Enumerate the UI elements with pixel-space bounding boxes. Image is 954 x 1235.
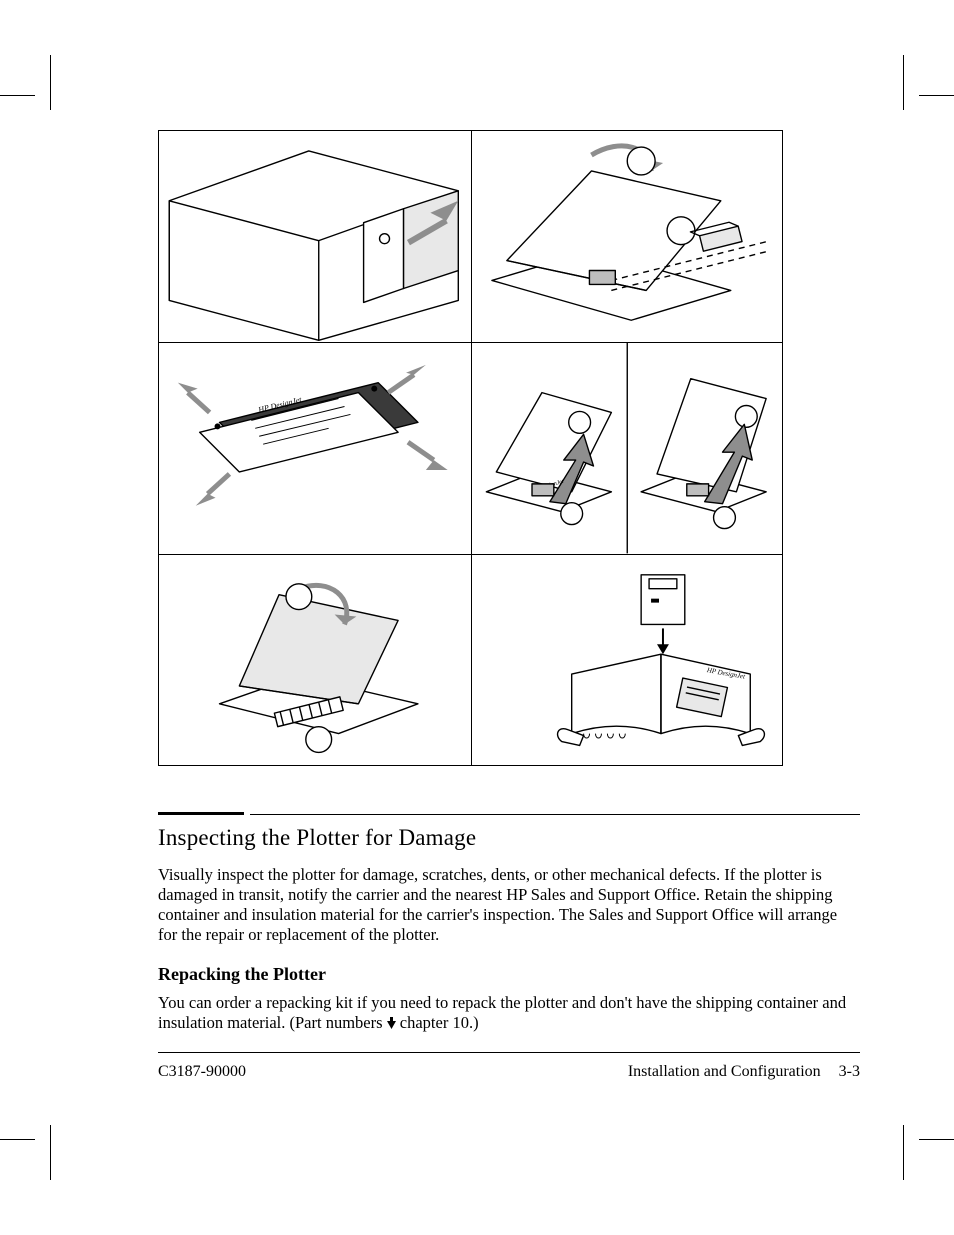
subsection-title: Repacking the Plotter xyxy=(158,964,860,985)
crop-mark xyxy=(0,95,35,96)
subsection-body-before: You can order a repacking kit if you nee… xyxy=(158,993,846,1032)
diagram-cell xyxy=(159,131,471,342)
diagram-read-guide-icon: HP DesignJet xyxy=(472,555,783,765)
diagram-close-cover-icon xyxy=(159,555,471,765)
diagram-cell: HP DesignJet xyxy=(159,342,471,553)
section-body: Visually inspect the plotter for damage,… xyxy=(158,865,860,946)
diagram-cell: HP DesignJet xyxy=(471,554,783,765)
diagram-open-panel-icon xyxy=(159,131,471,342)
footer-rule xyxy=(158,1052,860,1053)
crop-mark xyxy=(0,1139,35,1140)
instruction-diagram-grid: HP DesignJet xyxy=(158,130,783,766)
crop-mark xyxy=(919,95,954,96)
crop-mark xyxy=(903,1125,904,1180)
content-area: HP DesignJet xyxy=(158,130,860,1105)
section-title: Inspecting the Plotter for Damage xyxy=(158,825,860,851)
page-footer: C3187-90000 Installation and Configurati… xyxy=(158,1063,860,1081)
diagram-remove-overlay-icon: HP DesignJet xyxy=(159,343,471,553)
footer-doc-number: C3187-90000 xyxy=(158,1063,246,1081)
page: HP DesignJet xyxy=(0,0,954,1235)
section-rule xyxy=(158,812,860,815)
crop-mark xyxy=(919,1139,954,1140)
subsection-body: You can order a repacking kit if you nee… xyxy=(158,993,860,1034)
diagram-cell: HP DesignJet xyxy=(471,342,783,553)
diagram-lift-tray-icon: HP DesignJet xyxy=(472,343,783,553)
section-rule-thin xyxy=(250,814,860,815)
diagram-cell xyxy=(159,554,471,765)
diagram-lift-cover-icon xyxy=(472,131,783,342)
crop-mark xyxy=(50,1125,51,1180)
crop-mark xyxy=(903,55,904,110)
section-rule-thick xyxy=(158,812,244,815)
diagram-cell xyxy=(471,131,783,342)
crop-mark xyxy=(50,55,51,110)
footer-page-number: 3-3 xyxy=(839,1063,860,1081)
subsection-body-after: chapter 10.) xyxy=(396,1013,479,1032)
xref-pointer-icon xyxy=(387,1014,396,1034)
footer-chapter-label: Installation and Configuration xyxy=(628,1063,821,1081)
